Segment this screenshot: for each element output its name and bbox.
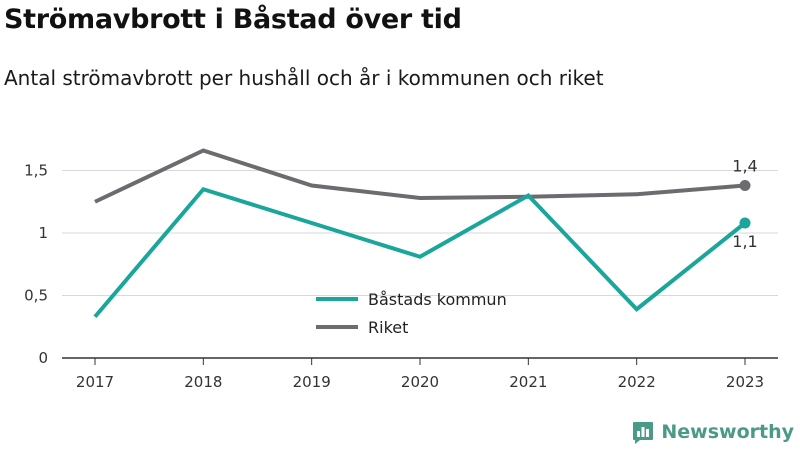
y-tick-label: 0: [38, 349, 48, 367]
x-tick-label: 2018: [184, 373, 222, 391]
x-tick-label: 2023: [726, 373, 764, 391]
newsworthy-logo-icon: [633, 422, 654, 444]
x-tick-label: 2017: [76, 373, 114, 391]
chart-title: Strömavbrott i Båstad över tid: [4, 4, 462, 35]
x-axis: 2017 2018 2019 2020 2021 2022 2023: [76, 358, 764, 391]
legend: Båstads kommun Riket: [316, 290, 507, 337]
chart-subtitle: Antal strömavbrott per hushåll och år i …: [4, 66, 604, 90]
x-tick-label: 2020: [401, 373, 439, 391]
x-tick-label: 2019: [293, 373, 331, 391]
end-point-bastad: [739, 217, 751, 229]
x-tick-label: 2021: [509, 373, 547, 391]
end-value-label: 1,1: [732, 232, 757, 251]
y-tick-label: 1,5: [24, 162, 48, 180]
y-tick-label: 0,5: [24, 287, 48, 305]
end-value-label: 1,4: [732, 157, 757, 176]
legend-label: Riket: [368, 318, 408, 337]
brand-logo: Newsworthy: [631, 420, 794, 444]
end-point-riket: [739, 180, 751, 191]
legend-label: Båstads kommun: [368, 290, 507, 309]
series-end-points: 1,4 1,1: [732, 157, 757, 252]
y-axis: 0 0,5 1 1,5: [24, 162, 48, 368]
series-line-bastad: [93, 186, 747, 319]
y-tick-label: 1: [38, 224, 48, 242]
x-tick-label: 2022: [618, 373, 656, 391]
brand-name: Newsworthy: [661, 421, 794, 443]
series-lines: [93, 148, 747, 319]
series-line-riket: [94, 148, 746, 204]
